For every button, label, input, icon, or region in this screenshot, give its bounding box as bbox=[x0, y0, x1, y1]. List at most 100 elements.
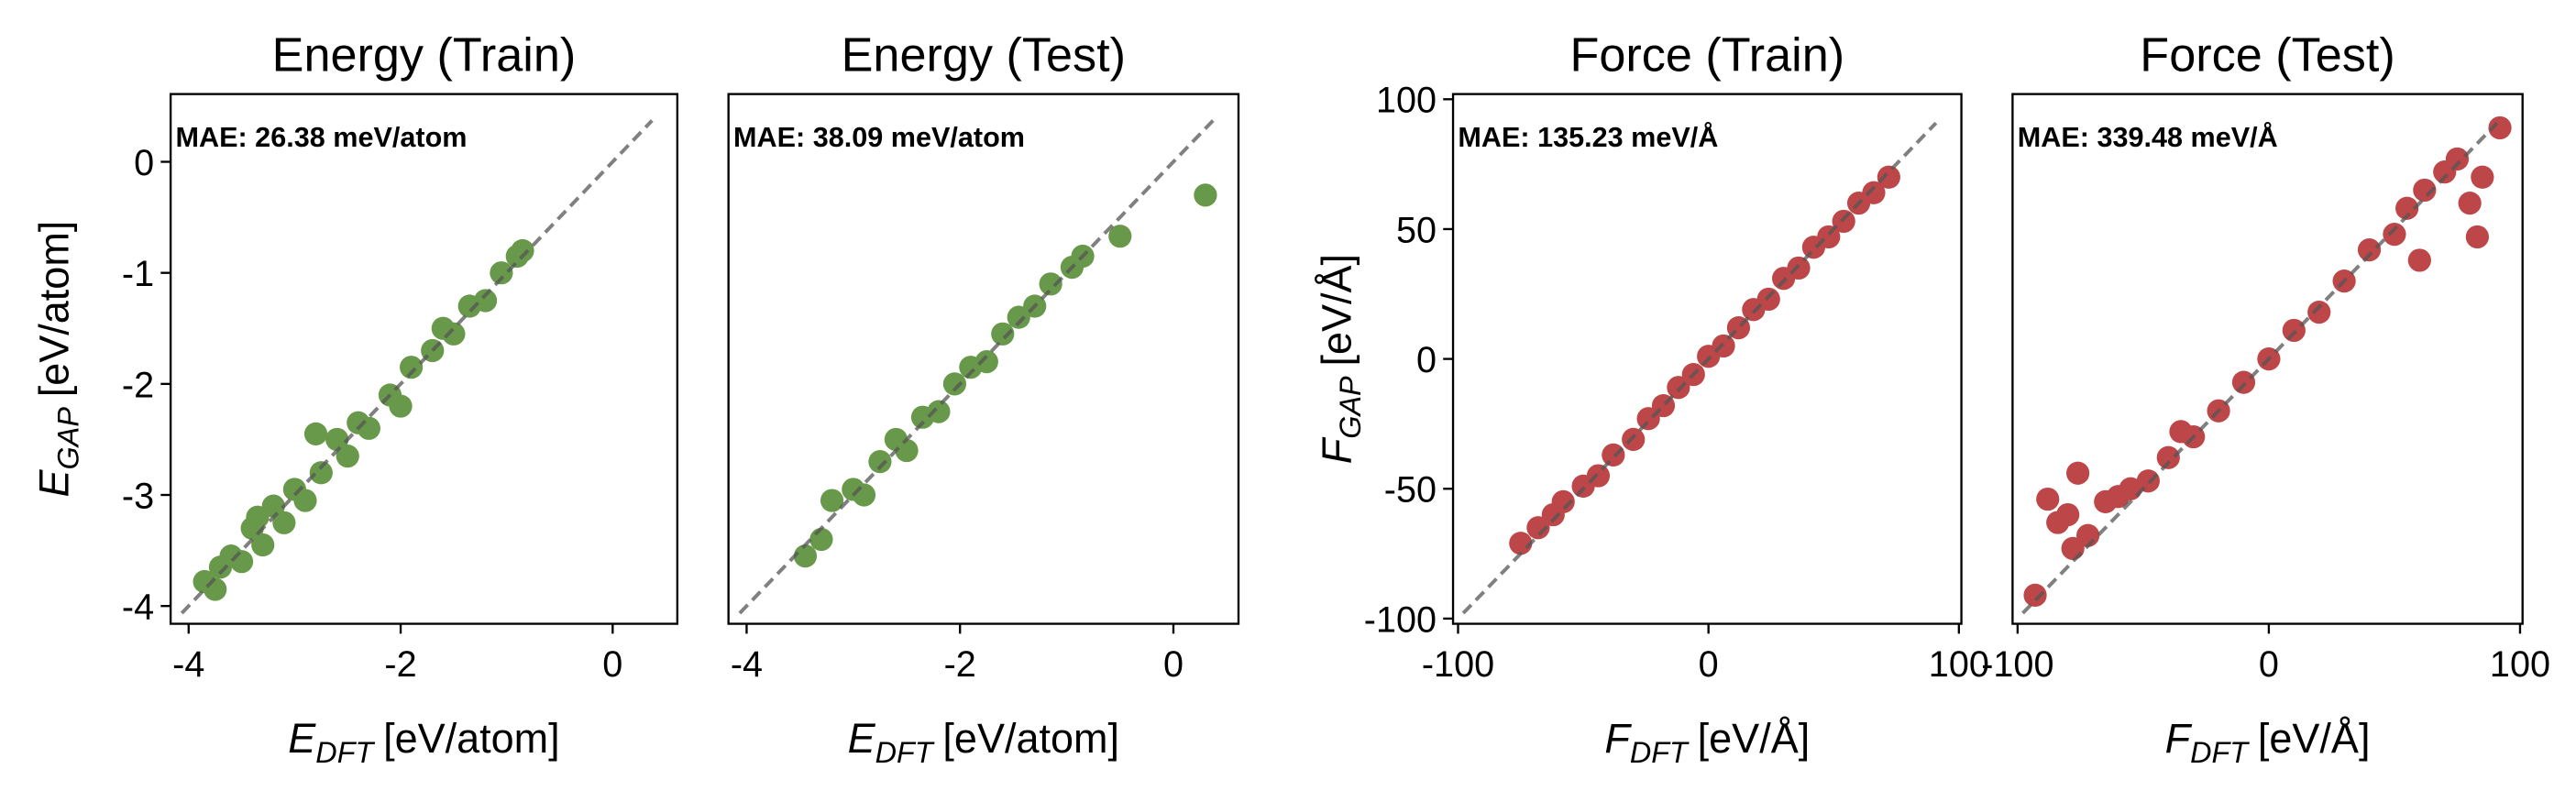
scatter-point bbox=[2407, 248, 2431, 272]
identity-line bbox=[180, 119, 654, 615]
x-tick-label: 0 bbox=[1699, 644, 1719, 685]
x-tick-label: -4 bbox=[172, 644, 204, 685]
scatter-point bbox=[2156, 445, 2180, 469]
scatter-point bbox=[309, 461, 333, 485]
subplot-title: Force (Test) bbox=[2140, 28, 2394, 82]
scatter-point bbox=[2056, 502, 2080, 527]
scatter-point bbox=[293, 489, 317, 512]
x-tick-label: -2 bbox=[384, 644, 416, 685]
y-tick-label: -1 bbox=[122, 254, 154, 294]
x-tick-label: -100 bbox=[1981, 644, 2053, 685]
scatter-point bbox=[229, 550, 254, 574]
identity-line bbox=[1461, 121, 1938, 615]
scatter-point bbox=[1039, 272, 1062, 296]
scatter-point bbox=[389, 394, 413, 418]
axes-frame bbox=[169, 93, 679, 625]
y-axis-label: EGAP [eV/atom] bbox=[30, 221, 84, 498]
y-axis-label: FGAP [eV/Å] bbox=[1313, 254, 1367, 464]
subplot: -100 0 100 Force (Test) MAE: 339.48 meV/Å FDF… bbox=[1981, 28, 2550, 768]
y-tick-label: 0 bbox=[134, 143, 154, 183]
scatter-point bbox=[974, 350, 998, 374]
identity-line bbox=[2021, 121, 2499, 615]
scatter-point bbox=[2458, 192, 2482, 215]
scatter-point bbox=[2383, 223, 2406, 247]
subplot-title: Force (Train) bbox=[1569, 28, 1844, 82]
subplot-title: Energy (Train) bbox=[272, 28, 577, 82]
label-unit: [eV/Å] bbox=[2258, 715, 2371, 762]
scatter-point bbox=[991, 322, 1015, 346]
subplot-title: Energy (Test) bbox=[842, 28, 1126, 82]
y-tick-label: 100 bbox=[1376, 81, 1437, 121]
scatter-point bbox=[325, 427, 349, 452]
scatter-point bbox=[868, 450, 892, 474]
label-subscript: GAP bbox=[1334, 376, 1367, 439]
y-tick-label: 0 bbox=[1416, 340, 1437, 380]
scatter-point bbox=[2445, 147, 2470, 171]
scatter-point bbox=[793, 544, 818, 568]
y-tick-label: -4 bbox=[122, 588, 154, 628]
scatter-point bbox=[852, 483, 876, 507]
label-symbol: F bbox=[2165, 715, 2193, 762]
mae-annotation: MAE: 339.48 meV/Å bbox=[2018, 121, 2278, 153]
scatter-point bbox=[2465, 225, 2489, 249]
label-unit: [eV/atom] bbox=[942, 715, 1119, 762]
label-subscript: DFT bbox=[875, 736, 935, 769]
x-tick-label: 100 bbox=[1929, 644, 1989, 685]
scatter-point bbox=[927, 400, 951, 423]
scatter-point bbox=[511, 238, 534, 263]
y-tick-label: 50 bbox=[1396, 210, 1437, 250]
scatter-point bbox=[1108, 225, 1132, 248]
scatter-point bbox=[473, 289, 498, 313]
axes-frame bbox=[727, 93, 1240, 625]
scatter-point bbox=[942, 372, 967, 396]
scatter-point bbox=[1509, 532, 1533, 555]
label-symbol: F bbox=[1313, 436, 1360, 464]
x-tick-label: -2 bbox=[944, 644, 976, 685]
y-tick-label: -2 bbox=[122, 365, 154, 405]
scatter-point bbox=[357, 416, 380, 440]
x-tick-label: -100 bbox=[1422, 644, 1494, 685]
scatter-point bbox=[2395, 196, 2419, 220]
label-subscript: DFT bbox=[1630, 736, 1690, 769]
scatter-point bbox=[251, 533, 275, 557]
scatter-point bbox=[820, 489, 844, 512]
subplot: -4 -2 0 Energy (Test) MAE: 38.09 meV/atom EDF… bbox=[727, 28, 1240, 769]
label-subscript: GAP bbox=[51, 407, 84, 470]
scatter-point bbox=[336, 445, 359, 468]
mae-annotation: MAE: 26.38 meV/atom bbox=[176, 122, 468, 153]
scatter-point bbox=[204, 577, 227, 601]
label-subscript: DFT bbox=[2190, 736, 2250, 769]
subplot: -4 -2 0 -4 -3 -2 -1 0 Energy (Train) MAE: 26.38 m… bbox=[30, 28, 679, 769]
scatter-point bbox=[1194, 183, 1217, 207]
y-tick-label: -3 bbox=[122, 476, 154, 516]
label-symbol: E bbox=[848, 715, 876, 762]
scatter-point bbox=[1526, 516, 1550, 540]
points bbox=[793, 183, 1217, 568]
mae-annotation: MAE: 135.23 meV/Å bbox=[1458, 121, 1718, 153]
x-tick-label: -4 bbox=[731, 644, 763, 685]
identity-line bbox=[738, 119, 1215, 615]
subplot: -100 0 100 -100 -50 0 50 100 Force (Train) MAE: 1… bbox=[1313, 28, 1988, 768]
scatter-point bbox=[1877, 165, 1900, 189]
x-axis-label: EDFT [eV/atom] bbox=[848, 715, 1119, 769]
points bbox=[1509, 165, 1900, 555]
x-axis-label: EDFT [eV/atom] bbox=[288, 715, 559, 769]
scatter-point bbox=[272, 511, 296, 534]
scatter-point bbox=[303, 422, 328, 445]
label-symbol: F bbox=[1604, 715, 1632, 762]
x-axis-label: FDFT [eV/Å] bbox=[1604, 715, 1810, 769]
label-symbol: E bbox=[30, 468, 77, 497]
scatter-point bbox=[2036, 487, 2060, 511]
points bbox=[2023, 115, 2512, 607]
label-unit: [eV/atom] bbox=[30, 221, 77, 398]
scatter-point bbox=[490, 261, 513, 285]
x-tick-label: 100 bbox=[2490, 644, 2550, 685]
x-tick-label: 0 bbox=[602, 644, 622, 685]
x-axis-label: FDFT [eV/Å] bbox=[2165, 715, 2371, 769]
scatter-point bbox=[2307, 300, 2331, 324]
scatter-point bbox=[2023, 583, 2047, 607]
label-unit: [eV/atom] bbox=[383, 715, 560, 762]
scatter-point bbox=[442, 322, 466, 346]
scatter-point bbox=[400, 356, 424, 379]
